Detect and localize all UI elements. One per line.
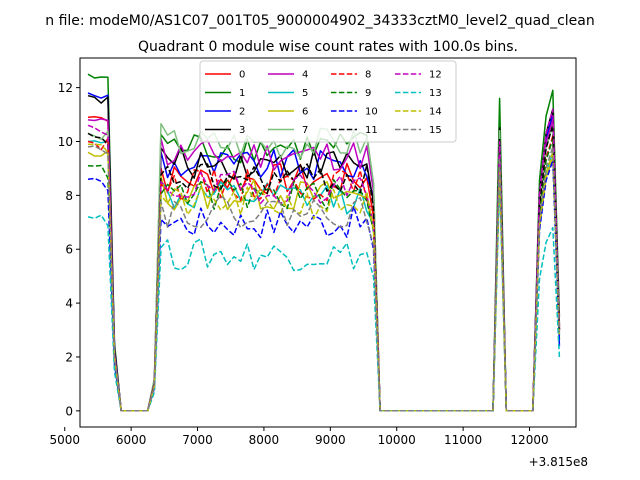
x-offset-label: +3.815e8 [529, 455, 588, 469]
chart-title: Quadrant 0 module wise count rates with … [138, 39, 518, 55]
legend-label: 3 [239, 125, 245, 136]
x-tick-label: 6000 [116, 433, 147, 447]
legend-label: 5 [302, 88, 308, 99]
tick-layer: 5000 6000 7000 8000 9000 10000 11000 12000 0 2 4 6 8… [49, 81, 548, 447]
legend-label: 4 [302, 70, 308, 81]
y-tick-label: 12 [58, 81, 73, 95]
legend-label: 14 [429, 107, 442, 118]
legend-label: 8 [365, 70, 371, 81]
x-tick-label: 10000 [378, 433, 416, 447]
x-tick-label: 9000 [315, 433, 346, 447]
legend-label: 2 [239, 107, 245, 118]
legend-label: 9 [365, 88, 371, 99]
axes-frame [79, 57, 577, 428]
legend-label: 11 [365, 125, 378, 136]
x-tick-label: 11000 [444, 433, 482, 447]
x-tick-label: 7000 [182, 433, 213, 447]
legend-label: 10 [365, 107, 378, 118]
y-tick-label: 8 [65, 189, 73, 203]
series-line-13 [87, 181, 561, 412]
legend-label: 12 [429, 70, 442, 81]
y-tick-label: 6 [65, 243, 73, 257]
figure-suptitle: n file: modeM0/AS1C07_001T05_9000004902_… [45, 13, 594, 29]
series-line-11 [87, 124, 561, 412]
legend-label: 1 [239, 88, 245, 99]
legend-label: 0 [239, 70, 245, 81]
series-line-15 [87, 145, 561, 412]
series-line-12 [87, 108, 561, 412]
x-tick-label: 5000 [49, 433, 80, 447]
y-tick-label: 2 [65, 350, 73, 364]
legend-label: 15 [429, 125, 442, 136]
y-tick-label: 10 [58, 135, 73, 149]
y-tick-label: 0 [65, 404, 73, 418]
legend-label: 6 [302, 107, 308, 118]
legend-frame [199, 60, 457, 143]
legend-label: 13 [429, 88, 442, 99]
legend-label: 7 [302, 125, 308, 136]
x-tick-label: 12000 [510, 433, 548, 447]
y-tick-label: 4 [65, 297, 73, 311]
x-tick-label: 8000 [249, 433, 280, 447]
